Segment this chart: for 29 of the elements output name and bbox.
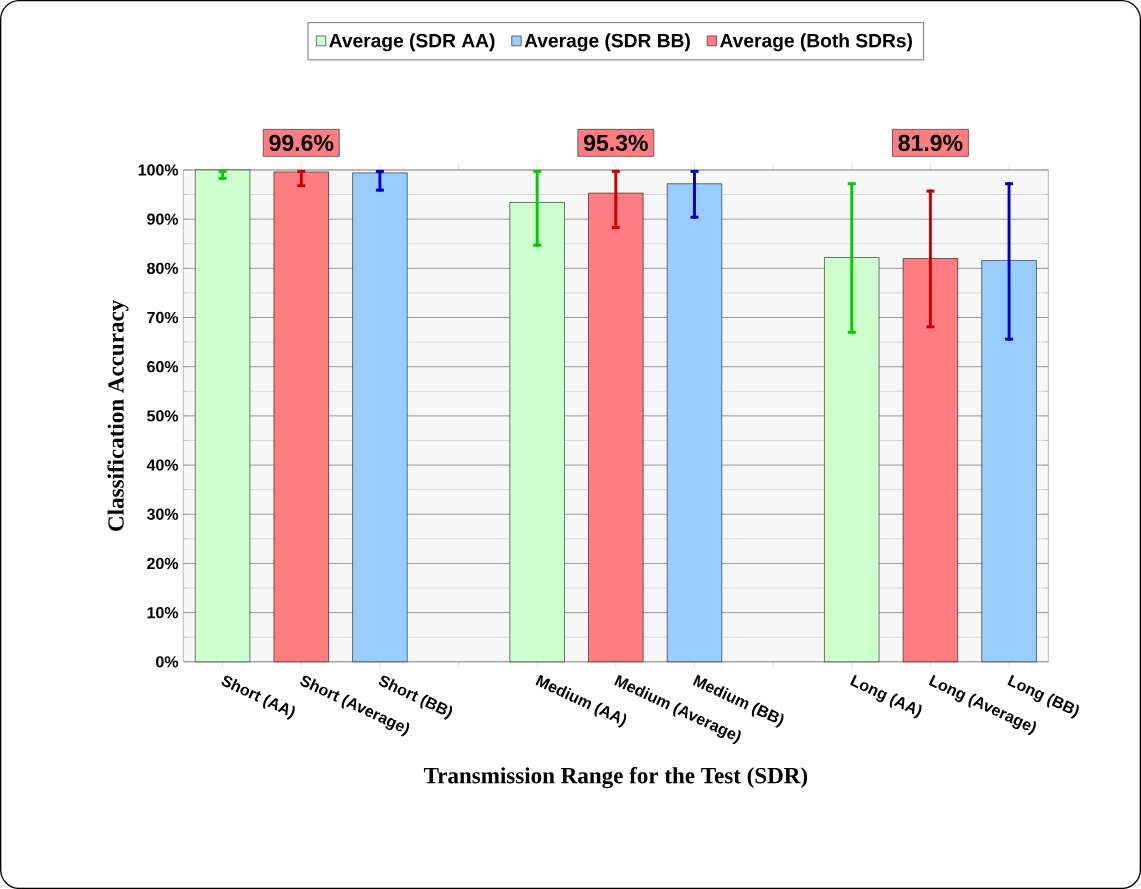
bar <box>195 169 251 663</box>
y-tick-label: 100% <box>138 164 179 176</box>
legend-label: Average (SDR BB) <box>524 33 690 52</box>
y-tick-label: 70% <box>147 311 179 324</box>
bar <box>509 202 565 663</box>
text: 81.9% <box>898 134 963 151</box>
bar <box>588 192 644 663</box>
bar <box>902 258 958 663</box>
y-axis-title: Classification Accuracy <box>107 299 129 531</box>
text: 95.3% <box>583 134 648 151</box>
y-tick-label: 20% <box>147 557 179 570</box>
bar <box>666 183 723 663</box>
y-tick-label: 90% <box>147 213 179 225</box>
y-tick-label: 0% <box>156 656 179 668</box>
bar <box>981 260 1037 663</box>
bar <box>352 172 408 663</box>
bar <box>273 171 329 663</box>
y-tick-label: 60% <box>147 361 179 373</box>
y-tick-label: 30% <box>146 508 179 520</box>
text: 99.6% <box>269 134 334 151</box>
bar <box>824 257 880 663</box>
x-tick-label: Short (AA) <box>221 675 295 720</box>
y-tick-label: 50% <box>147 410 179 422</box>
y-tick-label: 40% <box>146 459 179 471</box>
x-axis-title: Transmission Range for the Test (SDR) <box>423 766 808 789</box>
legend-label: Average (SDR AA) <box>329 33 495 52</box>
legend-label: Average (Both SDRs) <box>720 33 912 52</box>
y-tick-label: 10% <box>147 606 179 619</box>
y-tick-label: 80% <box>147 262 179 274</box>
